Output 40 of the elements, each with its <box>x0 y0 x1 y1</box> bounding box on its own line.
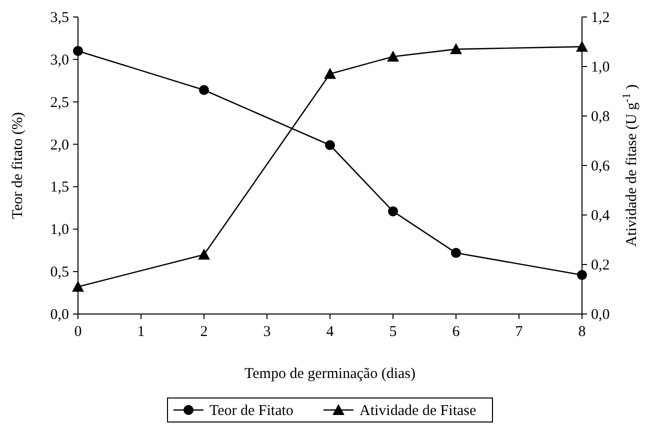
y-tick-label: 1,5 <box>50 180 69 196</box>
x-tick-label: 2 <box>200 324 208 340</box>
y-tick-label: 0,5 <box>50 264 69 281</box>
point <box>577 270 587 280</box>
point <box>324 68 336 79</box>
x-tick-label: 4 <box>326 324 334 340</box>
point <box>325 140 335 150</box>
y2-tick-label: 0,4 <box>591 208 610 224</box>
x-tick-label: 6 <box>452 324 460 340</box>
point <box>576 40 588 52</box>
point <box>387 50 399 62</box>
x-tick-label: 0 <box>74 324 82 340</box>
x-tick-label: 1 <box>137 324 145 340</box>
legend-label: Atividade de Fitase <box>360 403 476 419</box>
x-tick-label: 8 <box>578 324 586 340</box>
y2-tick-label: 0,0 <box>591 307 610 323</box>
point <box>73 46 83 56</box>
y-tick-label: 3,0 <box>50 52 69 68</box>
y2-tick-label: 0,2 <box>591 258 610 274</box>
y2-tick-label: 1,2 <box>591 10 610 26</box>
y-tick-label: 2,0 <box>50 137 69 154</box>
y-axis-title: Teor de fitato (%) <box>10 112 26 219</box>
point <box>450 43 462 54</box>
y2-tick-label: 0,8 <box>591 109 610 125</box>
y2-tick-label: 1,0 <box>591 60 610 76</box>
point <box>451 248 461 258</box>
y2-tick-label: 0,6 <box>591 158 610 174</box>
legend-label: Teor de Fitato <box>210 403 294 419</box>
y-tick-label: 0,0 <box>50 307 69 323</box>
y-tick-label: 2,5 <box>50 94 69 111</box>
point <box>199 84 209 95</box>
y-tick-label: 3,5 <box>50 10 69 26</box>
y-tick-label: 1,0 <box>50 222 69 238</box>
point <box>198 248 210 260</box>
x-tick-label: 7 <box>515 324 524 340</box>
point <box>72 280 84 292</box>
point <box>388 206 398 216</box>
x-tick-label: 5 <box>389 324 397 340</box>
x-tick-label: 3 <box>263 324 271 340</box>
x-axis-title: Tempo de germinação (dias) <box>244 366 416 382</box>
